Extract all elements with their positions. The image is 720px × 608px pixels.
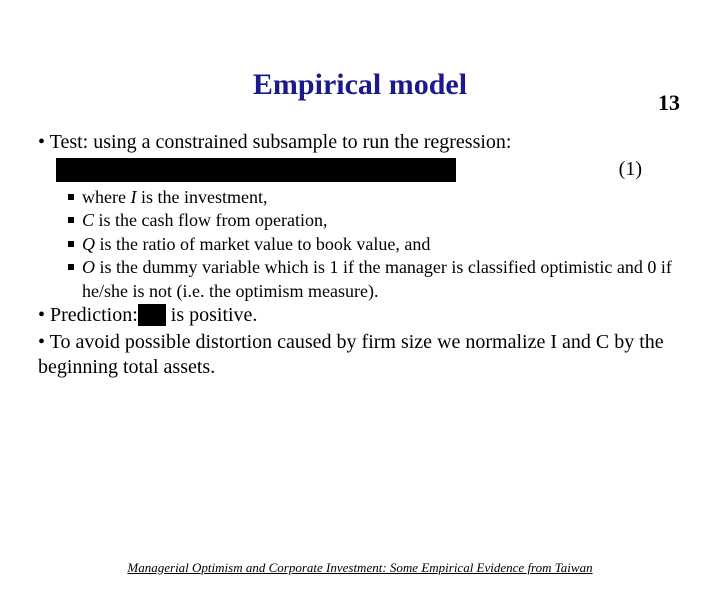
content-area: • Test: using a constrained subsample to… <box>38 130 682 380</box>
sub-text: Q is the ratio of market value to book v… <box>82 233 682 256</box>
prediction-redacted-box <box>138 304 166 326</box>
sub-item-investment: where I is the investment, <box>68 186 682 209</box>
sub-text: where I is the investment, <box>82 186 682 209</box>
square-bullet-icon <box>68 241 74 247</box>
square-bullet-icon <box>68 194 74 200</box>
sub3-rest: is the ratio of market value to book val… <box>95 234 430 254</box>
sub3-var: Q <box>82 234 95 254</box>
sub-text: C is the cash flow from operation, <box>82 209 682 232</box>
bullet-prediction: • Prediction: is positive. <box>38 303 682 328</box>
square-bullet-icon <box>68 264 74 270</box>
sub4-var: O <box>82 257 95 277</box>
bullet-avoid: • To avoid possible distortion caused by… <box>38 330 682 380</box>
slide-title: Empirical model <box>0 68 720 102</box>
square-bullet-icon <box>68 217 74 223</box>
prediction-post: is positive. <box>166 304 258 326</box>
equation-redacted-box <box>56 158 456 182</box>
equation-row: (1) <box>56 157 682 182</box>
sub2-rest: is the cash flow from operation, <box>94 210 327 230</box>
sub-item-q: Q is the ratio of market value to book v… <box>68 233 682 256</box>
sub-item-o: O is the dummy variable which is 1 if th… <box>68 256 682 303</box>
footer-citation: Managerial Optimism and Corporate Invest… <box>0 560 720 576</box>
equation-number: (1) <box>619 157 642 182</box>
bullet-test: • Test: using a constrained subsample to… <box>38 130 682 155</box>
prediction-pre: • Prediction: <box>38 304 138 326</box>
sub2-var: C <box>82 210 94 230</box>
sub1-rest: is the investment, <box>136 187 267 207</box>
sub-item-cashflow: C is the cash flow from operation, <box>68 209 682 232</box>
sub1-prefix: where <box>82 187 130 207</box>
sub4-rest: is the dummy variable which is 1 if the … <box>82 257 672 300</box>
page-number: 13 <box>658 90 680 116</box>
sub-bullet-list: where I is the investment, C is the cash… <box>68 186 682 303</box>
sub-text: O is the dummy variable which is 1 if th… <box>82 256 682 303</box>
